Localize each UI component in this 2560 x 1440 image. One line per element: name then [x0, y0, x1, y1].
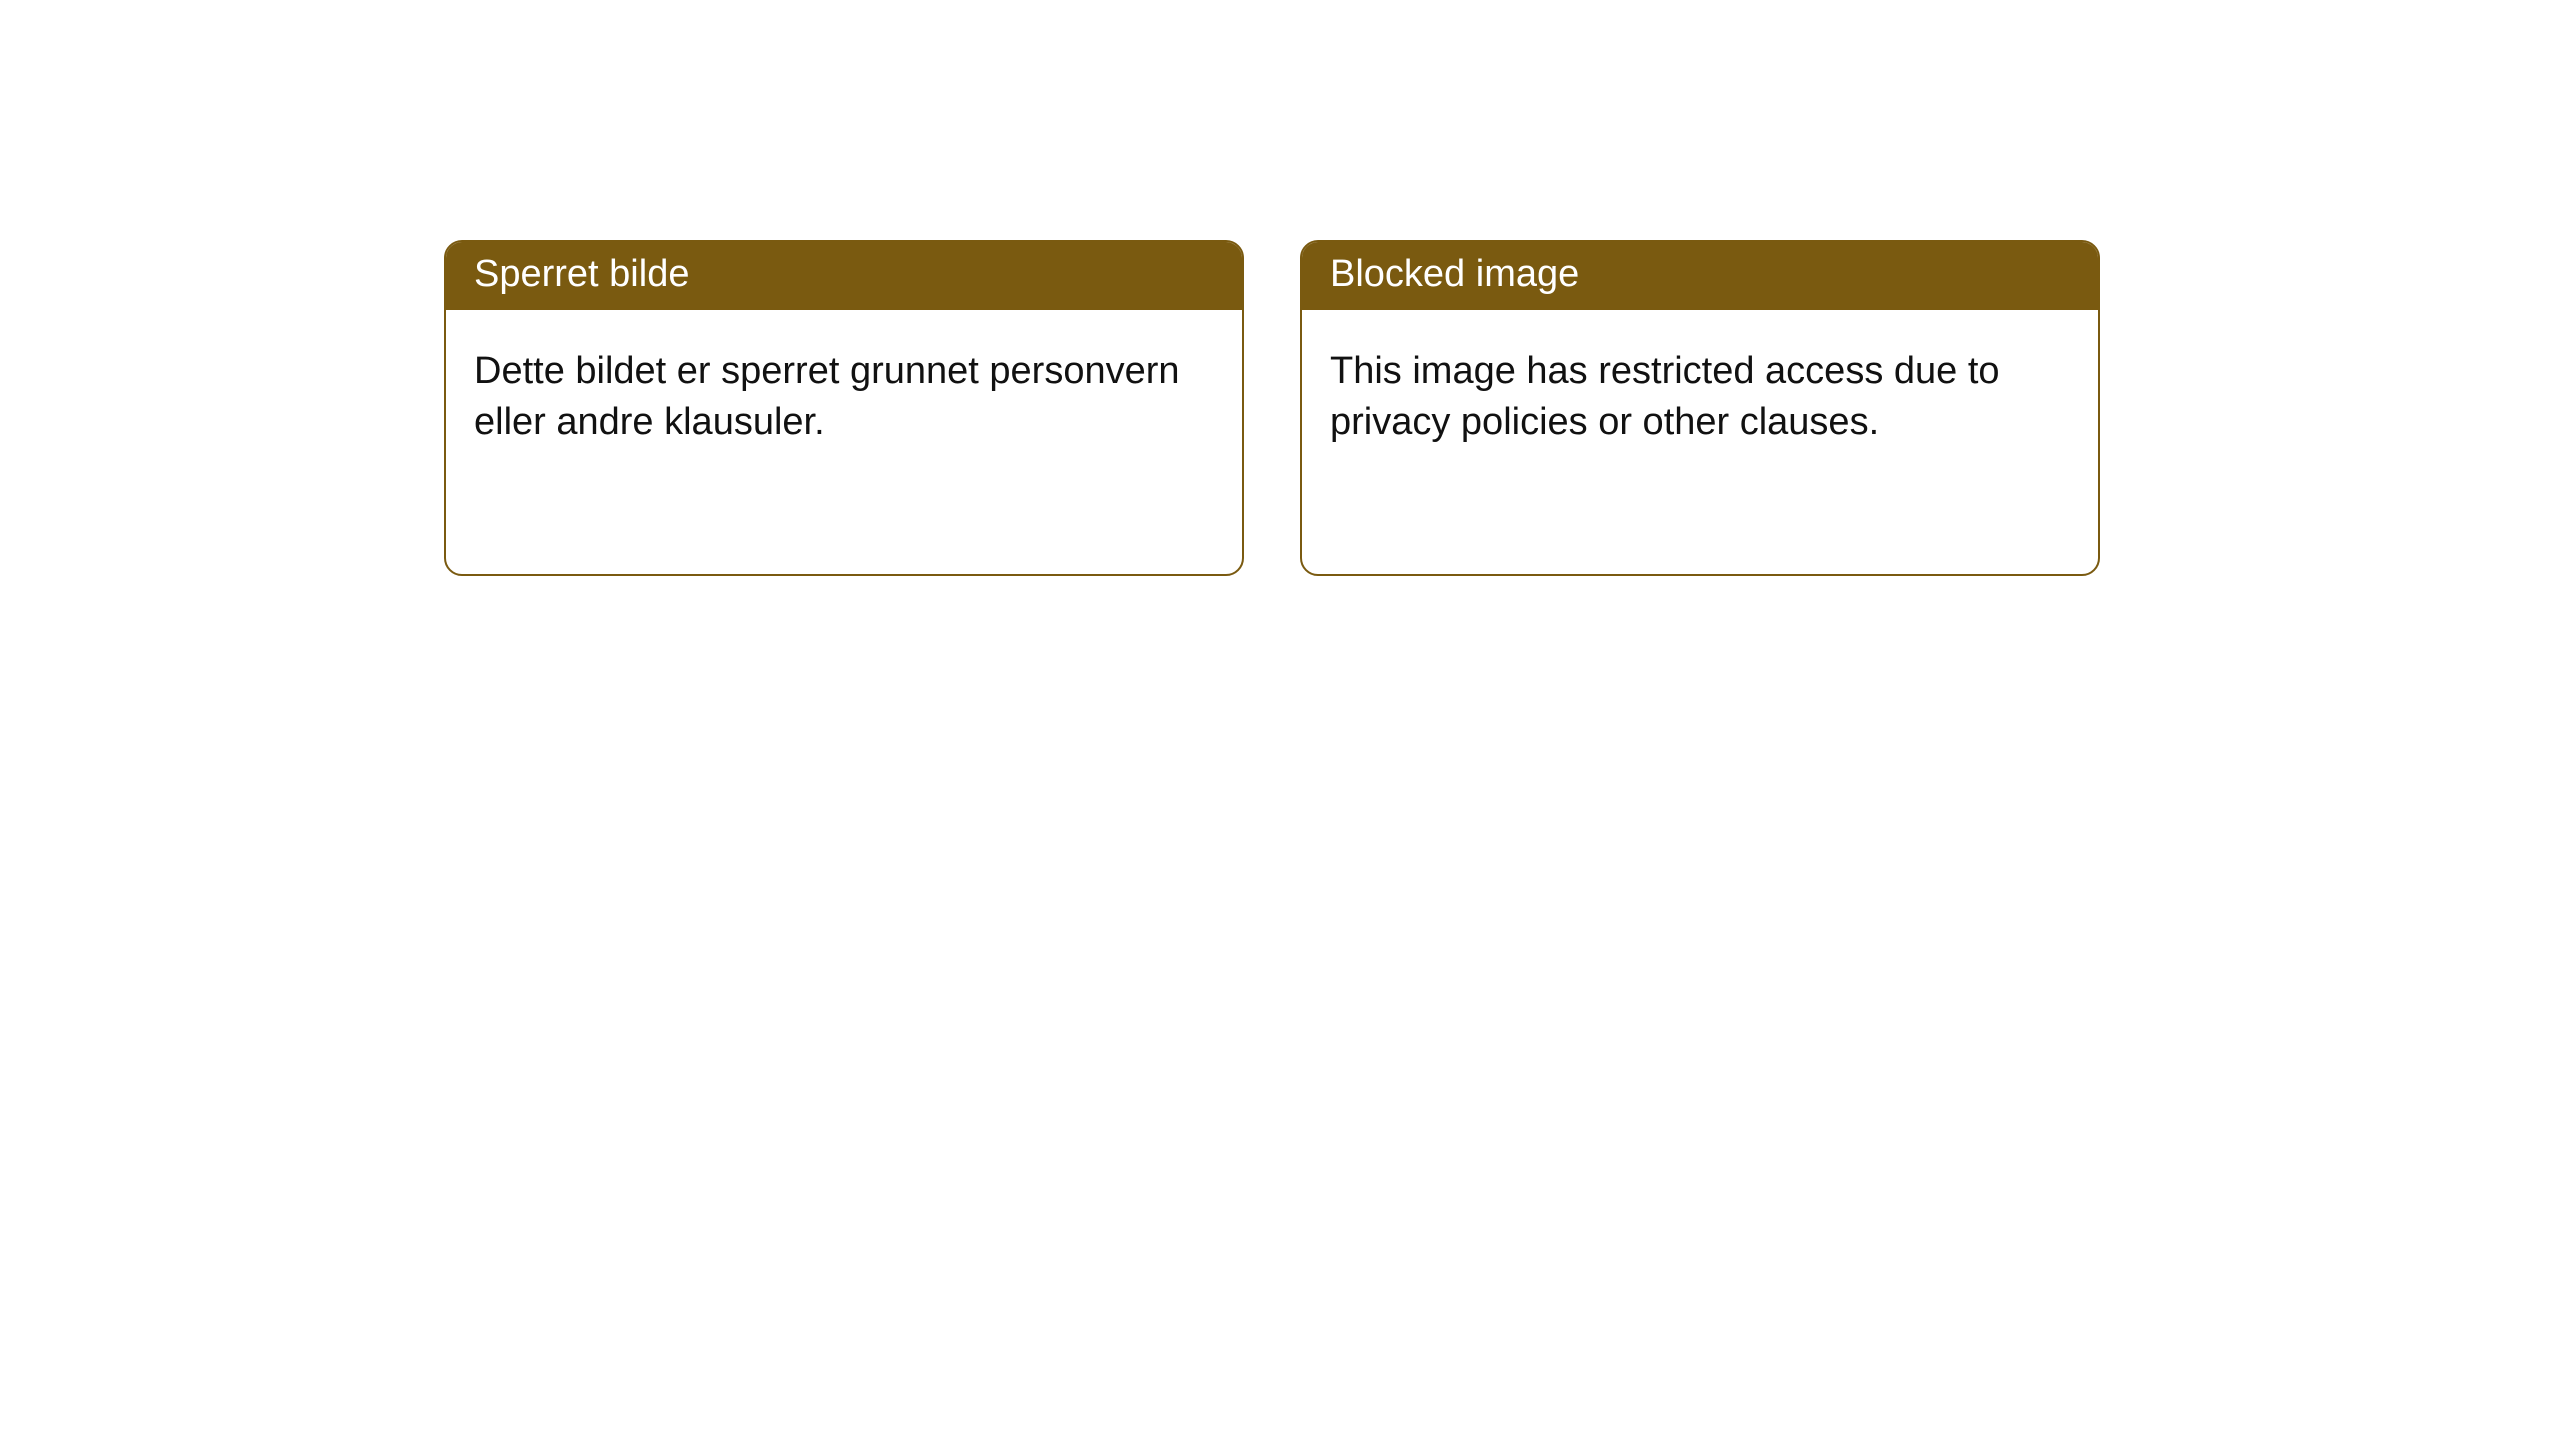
card-title: Sperret bilde — [446, 242, 1242, 310]
card-body-text: This image has restricted access due to … — [1302, 310, 2098, 477]
card-title: Blocked image — [1302, 242, 2098, 310]
notice-container: Sperret bilde Dette bildet er sperret gr… — [0, 0, 2560, 576]
card-body-text: Dette bildet er sperret grunnet personve… — [446, 310, 1242, 477]
blocked-image-card-no: Sperret bilde Dette bildet er sperret gr… — [444, 240, 1244, 576]
blocked-image-card-en: Blocked image This image has restricted … — [1300, 240, 2100, 576]
